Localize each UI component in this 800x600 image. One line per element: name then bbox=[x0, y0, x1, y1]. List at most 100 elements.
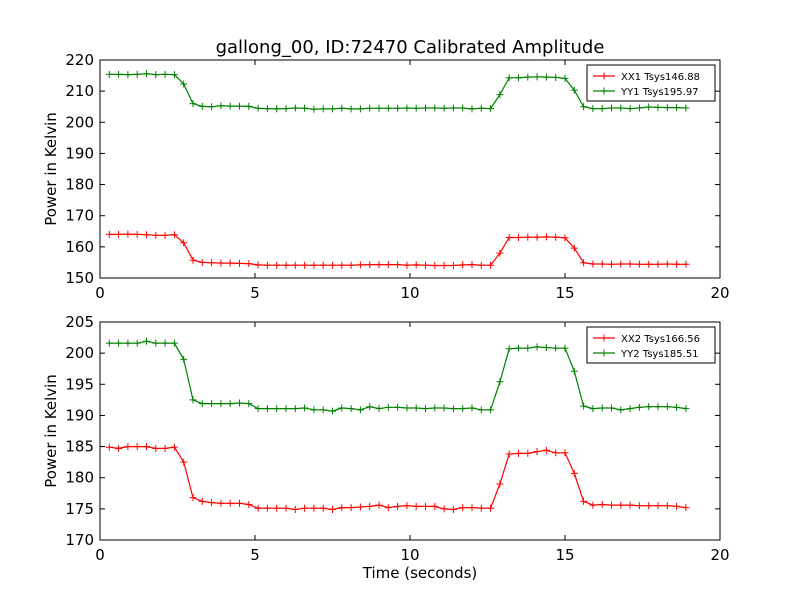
data-point-marker bbox=[384, 261, 392, 269]
data-point-marker bbox=[487, 261, 495, 269]
data-point-marker bbox=[143, 231, 150, 239]
data-point-marker bbox=[533, 233, 541, 241]
data-point-marker bbox=[124, 230, 132, 238]
data-point-marker bbox=[487, 406, 495, 414]
data-point-marker bbox=[635, 502, 643, 510]
data-point-marker bbox=[487, 105, 495, 113]
data-point-marker bbox=[124, 71, 132, 79]
data-point-marker bbox=[356, 406, 364, 414]
data-point-marker bbox=[663, 104, 671, 112]
data-point-marker bbox=[236, 399, 243, 407]
data-point-marker bbox=[170, 231, 178, 239]
y-axis-label: Power in Kelvin bbox=[42, 374, 60, 488]
data-point-marker bbox=[329, 105, 336, 113]
legend-marker-1 bbox=[600, 349, 608, 357]
data-point-marker bbox=[198, 400, 206, 408]
data-point-marker bbox=[589, 501, 597, 509]
data-point-marker bbox=[236, 102, 243, 110]
x-tick-label: 20 bbox=[710, 284, 729, 302]
data-point-marker bbox=[329, 505, 336, 513]
data-point-marker bbox=[468, 504, 476, 512]
data-point-marker bbox=[440, 262, 448, 270]
data-point-marker bbox=[180, 355, 188, 363]
x-tick-label: 20 bbox=[710, 546, 729, 564]
data-point-marker bbox=[384, 104, 392, 112]
data-point-marker bbox=[645, 502, 653, 510]
legend-box bbox=[586, 64, 716, 102]
data-point-marker bbox=[542, 446, 550, 454]
data-point-marker bbox=[394, 261, 402, 269]
y-tick-label: 190 bbox=[65, 406, 94, 424]
data-point-marker bbox=[310, 406, 318, 414]
data-point-marker bbox=[468, 105, 476, 113]
data-point-marker bbox=[282, 105, 290, 113]
data-point-marker bbox=[635, 104, 643, 112]
data-point-marker bbox=[561, 449, 569, 457]
data-point-marker bbox=[617, 260, 625, 268]
data-point-marker bbox=[542, 73, 550, 81]
data-point-marker bbox=[329, 407, 336, 415]
y-tick-label: 200 bbox=[65, 344, 94, 362]
data-point-marker bbox=[524, 344, 532, 352]
data-point-marker bbox=[236, 499, 243, 507]
data-point-marker bbox=[682, 504, 690, 512]
data-point-marker bbox=[263, 261, 271, 269]
data-point-marker bbox=[310, 105, 318, 113]
y-tick-label: 170 bbox=[65, 207, 94, 225]
legend-label-1: YY1 Tsys195.97 bbox=[620, 87, 699, 98]
data-point-marker bbox=[170, 443, 178, 451]
data-point-marker bbox=[208, 103, 216, 111]
data-point-marker bbox=[347, 504, 355, 512]
y-tick-label: 195 bbox=[65, 375, 94, 393]
data-point-marker bbox=[226, 499, 234, 507]
data-point-marker bbox=[189, 100, 197, 108]
data-point-marker bbox=[552, 344, 560, 352]
data-point-marker bbox=[384, 403, 392, 411]
data-point-marker bbox=[412, 261, 420, 269]
data-point-marker bbox=[654, 403, 662, 411]
data-point-marker bbox=[580, 259, 588, 267]
data-point-marker bbox=[366, 502, 374, 510]
data-point-marker bbox=[338, 404, 346, 412]
data-point-marker bbox=[598, 105, 606, 113]
data-point-marker bbox=[403, 261, 411, 269]
bottom-plot-panel: 0 5 10 15 20 170 175 180 185 190 195 200 205 Power in… bbox=[42, 313, 730, 582]
data-point-marker bbox=[124, 339, 132, 347]
data-point-marker bbox=[245, 102, 253, 110]
data-point-marker bbox=[608, 104, 615, 112]
data-point-marker bbox=[356, 261, 364, 269]
data-point-marker bbox=[524, 233, 532, 241]
data-point-marker bbox=[608, 260, 615, 268]
data-point-marker bbox=[152, 71, 160, 79]
data-point-marker bbox=[301, 404, 309, 412]
data-point-marker bbox=[189, 256, 197, 264]
data-point-marker bbox=[431, 404, 439, 412]
data-point-marker bbox=[356, 503, 364, 511]
data-point-marker bbox=[673, 403, 681, 411]
data-point-marker bbox=[161, 339, 169, 347]
data-point-marker bbox=[347, 405, 355, 413]
data-point-marker bbox=[319, 261, 327, 269]
data-point-marker bbox=[412, 502, 420, 510]
data-point-marker bbox=[682, 260, 690, 268]
x-tick-label: 15 bbox=[555, 546, 574, 564]
data-point-marker bbox=[533, 343, 541, 351]
data-point-marker bbox=[143, 70, 150, 78]
x-tick-label: 5 bbox=[250, 546, 260, 564]
data-point-marker bbox=[245, 500, 253, 508]
data-point-marker bbox=[552, 233, 560, 241]
data-point-marker bbox=[366, 261, 374, 269]
data-point-marker bbox=[366, 403, 374, 411]
data-point-marker bbox=[273, 504, 281, 512]
data-point-marker bbox=[524, 449, 532, 457]
legend-marker-0 bbox=[600, 334, 608, 342]
data-point-marker bbox=[552, 449, 560, 457]
data-point-marker bbox=[468, 404, 476, 412]
data-point-marker bbox=[412, 104, 420, 112]
data-point-marker bbox=[673, 104, 681, 112]
y-tick-label: 150 bbox=[65, 269, 94, 287]
data-point-marker bbox=[217, 102, 225, 110]
data-point-marker bbox=[626, 405, 634, 413]
data-point-marker bbox=[589, 260, 597, 268]
data-point-marker bbox=[524, 73, 532, 81]
